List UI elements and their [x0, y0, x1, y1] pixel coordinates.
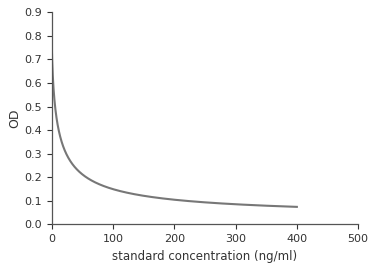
- Y-axis label: OD: OD: [8, 109, 21, 128]
- X-axis label: standard concentration (ng/ml): standard concentration (ng/ml): [112, 250, 297, 263]
